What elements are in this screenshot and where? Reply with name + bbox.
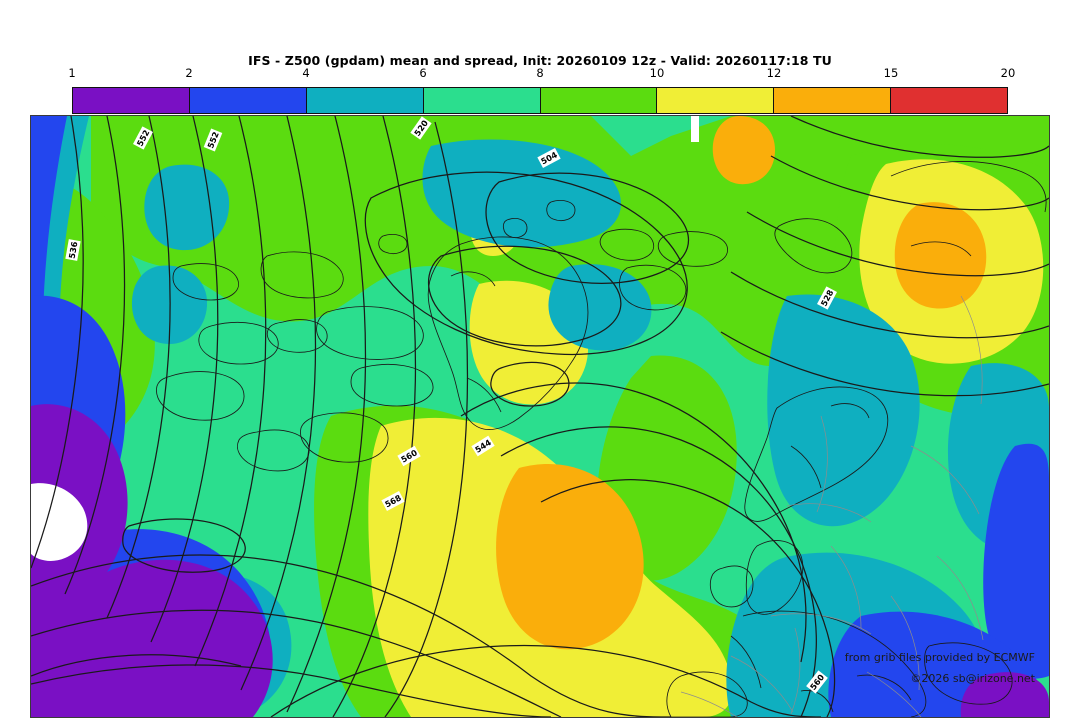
colorbar-tick-20: 20 xyxy=(1000,66,1016,80)
colorbar-band-4-6 xyxy=(305,88,423,113)
spread-band-4-6-arctic xyxy=(422,139,621,248)
contour-label: 552 xyxy=(203,128,223,152)
map-gap-north xyxy=(691,116,699,142)
country-borders xyxy=(680,295,984,717)
contour-label: 536 xyxy=(65,239,81,261)
map-gap-southwest xyxy=(31,483,88,561)
colorbar-tick-6: 6 xyxy=(419,66,427,80)
source-credit: from grib files provided by ECMWF xyxy=(844,651,1035,664)
spread-band-4-6-iceland xyxy=(548,264,652,351)
colorbar-band-10-12 xyxy=(656,88,774,113)
copyright-credit: ©2026 sb@irizone.net xyxy=(910,672,1035,685)
height-contours xyxy=(31,116,1049,717)
colorbar-tick-12: 12 xyxy=(766,66,782,80)
colorbar-band-2-4 xyxy=(188,88,306,113)
colorbar: 1 2 4 6 8 10 12 15 20 xyxy=(68,66,1015,114)
colorbar-band-12-15 xyxy=(773,88,891,113)
svg-text:536: 536 xyxy=(67,240,80,259)
colorbar-tick-4: 4 xyxy=(302,66,310,80)
spread-band-4-6-europe xyxy=(767,294,920,527)
colorbar-tick-2: 2 xyxy=(185,66,193,80)
spread-band-12-15-siberia xyxy=(894,202,987,309)
colorbar-band-1-2 xyxy=(73,88,189,113)
colorbar-tick-10: 10 xyxy=(649,66,665,80)
colorbar-bands xyxy=(72,87,1008,114)
spread-band-2-4-east xyxy=(983,443,1049,679)
map-canvas[interactable]: 552 552 520 504 536 560 544 568 528 560 from grib… xyxy=(30,115,1050,718)
colorbar-band-6-8 xyxy=(422,88,540,113)
colorbar-tick-labels: 1 2 4 6 8 10 12 15 20 xyxy=(68,66,1015,84)
colorbar-tick-1: 1 xyxy=(68,66,76,80)
coastlines xyxy=(156,161,1047,717)
spread-band-1-2-east xyxy=(960,672,1049,717)
spread-band-12-15-north xyxy=(712,116,775,185)
spread-band-4-6-spot2 xyxy=(144,164,230,251)
colorbar-tick-15: 15 xyxy=(883,66,899,80)
colorbar-band-15-20 xyxy=(890,88,1007,113)
page-title: IFS - Z500 (gpdam) mean and spread, Init… xyxy=(248,53,832,68)
spread-band-12-15 xyxy=(496,464,644,650)
colorbar-tick-8: 8 xyxy=(536,66,544,80)
colorbar-band-8-10 xyxy=(539,88,657,113)
spread-band-4-6-spot3 xyxy=(131,265,208,345)
spread-band-1-2 xyxy=(31,404,273,717)
